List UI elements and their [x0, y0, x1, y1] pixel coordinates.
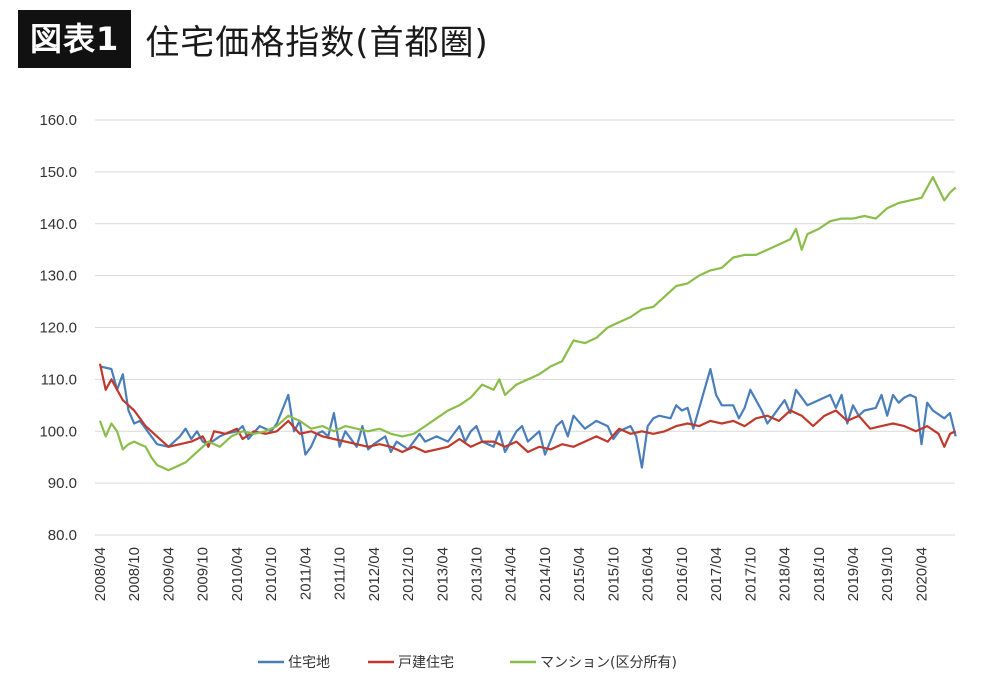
- x-tick-label: 2015/10: [605, 547, 622, 601]
- x-tick-label: 2010/10: [263, 547, 280, 601]
- x-tick-label: 2019/10: [879, 547, 896, 601]
- x-tick-label: 2012/04: [366, 547, 383, 601]
- y-tick-label: 90.0: [48, 475, 77, 492]
- x-tick-label: 2018/10: [811, 547, 828, 601]
- x-tick-label: 2014/04: [503, 547, 520, 601]
- x-tick-label: 2020/04: [913, 547, 930, 601]
- x-tick-label: 2016/10: [674, 547, 691, 601]
- y-tick-label: 130.0: [39, 268, 77, 285]
- x-tick-label: 2009/04: [160, 547, 177, 601]
- legend-label: 戸建住宅: [398, 655, 454, 671]
- series-line: [98, 363, 957, 454]
- legend-label: マンション(区分所有): [540, 655, 677, 671]
- series-line: [99, 365, 957, 469]
- x-tick-label: 2019/04: [845, 547, 862, 601]
- y-tick-label: 150.0: [39, 164, 77, 181]
- legend-label: 住宅地: [288, 655, 330, 671]
- x-tick-label: 2018/04: [777, 547, 794, 601]
- x-tick-label: 2013/10: [469, 547, 486, 601]
- x-tick-label: 2016/04: [640, 547, 657, 601]
- x-tick-label: 2017/04: [708, 547, 725, 601]
- chart-title: 住宅価格指数(首都圏): [145, 22, 489, 63]
- y-tick-label: 120.0: [39, 320, 77, 337]
- x-tick-label: 2017/10: [742, 547, 759, 601]
- x-tick-label: 2010/04: [229, 547, 246, 601]
- y-tick-label: 80.0: [48, 527, 77, 544]
- series-line: [98, 176, 957, 472]
- chart-header: 図表1 住宅価格指数(首都圏): [18, 8, 489, 70]
- x-tick-label: 2011/04: [297, 547, 314, 600]
- y-tick-label: 160.0: [39, 112, 77, 129]
- x-tick-label: 2009/10: [195, 547, 212, 601]
- x-tick-label: 2013/04: [434, 547, 451, 601]
- y-tick-label: 140.0: [39, 216, 77, 233]
- x-tick-label: 2008/10: [126, 547, 143, 601]
- x-tick-label: 2015/04: [571, 547, 588, 601]
- x-tick-label: 2011/10: [332, 547, 349, 600]
- x-tick-label: 2012/10: [400, 547, 417, 601]
- y-tick-label: 110.0: [41, 371, 77, 388]
- figure-badge: 図表1: [18, 10, 132, 68]
- y-tick-label: 100.0: [39, 423, 77, 440]
- x-tick-label: 2014/10: [537, 547, 554, 601]
- x-tick-label: 2008/04: [92, 547, 109, 601]
